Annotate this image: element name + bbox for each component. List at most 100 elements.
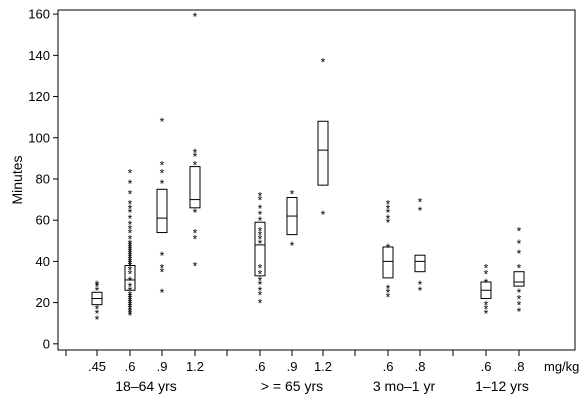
outlier-10-4: * xyxy=(517,262,522,276)
outlier-1-1: * xyxy=(128,307,133,321)
outlier-1-9: * xyxy=(128,290,133,304)
outlier-1-20: * xyxy=(128,251,133,265)
outlier-9-3: * xyxy=(484,276,489,290)
x-tick-label-10: .8 xyxy=(514,359,525,374)
outlier-9-0: * xyxy=(484,307,489,321)
x-tick-label-4: .6 xyxy=(255,359,266,374)
box-7 xyxy=(382,246,394,279)
outlier-1-13: * xyxy=(128,274,133,288)
outlier-5-0: * xyxy=(290,239,295,253)
outlier-0-5: * xyxy=(95,278,100,292)
outlier-7-0: * xyxy=(386,290,391,304)
outlier-7-5: * xyxy=(386,212,391,226)
outlier-1-26: * xyxy=(128,239,133,253)
outlier-1-21: * xyxy=(128,249,133,263)
outlier-3-6: * xyxy=(193,146,198,160)
outlier-9-1: * xyxy=(484,303,489,317)
outlier-9-2: * xyxy=(484,299,489,313)
outlier-7-2: * xyxy=(386,282,391,296)
outlier-4-9: * xyxy=(258,229,263,243)
x-tick-label-1: .6 xyxy=(125,359,136,374)
outlier-7-6: * xyxy=(386,206,391,220)
outlier-1-36: * xyxy=(128,187,133,201)
outlier-8-1: * xyxy=(418,278,423,292)
y-tick-label-8: 160 xyxy=(28,7,50,22)
outlier-8-2: * xyxy=(418,204,423,218)
outlier-4-1: * xyxy=(258,288,263,302)
outlier-3-4: * xyxy=(193,158,198,172)
outlier-10-7: * xyxy=(517,224,522,238)
outlier-4-5: * xyxy=(258,268,263,282)
outlier-2-5: * xyxy=(160,167,165,181)
outlier-1-16: * xyxy=(128,259,133,273)
x-tick-label-3: 1.2 xyxy=(186,359,204,374)
x-tick-label-8: .8 xyxy=(415,359,426,374)
outlier-4-12: * xyxy=(258,208,263,222)
outlier-2-0: * xyxy=(160,286,165,300)
x-tick-label-5: .9 xyxy=(287,359,298,374)
outlier-10-5: * xyxy=(517,247,522,261)
outlier-6-0: * xyxy=(321,208,326,222)
group-label-0: 18–64 yrs xyxy=(115,378,176,394)
outlier-2-4: * xyxy=(160,177,165,191)
outlier-2-3: * xyxy=(160,249,165,263)
outlier-6-1: * xyxy=(321,55,326,69)
outlier-3-7: * xyxy=(193,10,198,24)
outlier-7-1: * xyxy=(386,286,391,300)
outlier-1-11: * xyxy=(128,284,133,298)
outlier-8-0: * xyxy=(418,284,423,298)
outlier-10-1: * xyxy=(517,299,522,313)
outlier-8-3: * xyxy=(418,196,423,210)
x-tick-label-7: .6 xyxy=(383,359,394,374)
outlier-4-2: * xyxy=(258,284,263,298)
outlier-1-28: * xyxy=(128,233,133,247)
x-tick-label-6: 1.2 xyxy=(314,359,332,374)
outlier-7-4: * xyxy=(386,216,391,230)
outlier-1-2: * xyxy=(128,305,133,319)
outlier-9-4: * xyxy=(484,268,489,282)
outlier-5-1: * xyxy=(290,187,295,201)
box-8 xyxy=(414,254,426,273)
outlier-1-33: * xyxy=(128,206,133,220)
outlier-10-3: * xyxy=(517,286,522,300)
y-tick-label-3: 60 xyxy=(36,213,50,228)
y-tick-label-4: 80 xyxy=(36,171,50,186)
outlier-1-12: * xyxy=(128,280,133,294)
y-tick-label-5: 100 xyxy=(28,130,50,145)
group-label-3: 1–12 yrs xyxy=(475,378,529,394)
outlier-0-4: * xyxy=(95,280,100,294)
outlier-4-6: * xyxy=(258,262,263,276)
outlier-3-5: * xyxy=(193,150,198,164)
box-10 xyxy=(513,271,525,287)
y-tick-label-6: 120 xyxy=(28,89,50,104)
outlier-1-3: * xyxy=(128,303,133,317)
outlier-1-10: * xyxy=(128,288,133,302)
outlier-2-2: * xyxy=(160,262,165,276)
outlier-1-5: * xyxy=(128,299,133,313)
box-1 xyxy=(124,265,136,291)
outlier-1-35: * xyxy=(128,198,133,212)
plot-frame xyxy=(57,9,576,351)
outlier-9-5: * xyxy=(484,262,489,276)
outlier-1-19: * xyxy=(128,253,133,267)
box-3 xyxy=(189,166,201,209)
outlier-2-1: * xyxy=(160,266,165,280)
outlier-1-25: * xyxy=(128,241,133,255)
outlier-3-1: * xyxy=(193,233,198,247)
outlier-1-38: * xyxy=(128,167,133,181)
outlier-1-34: * xyxy=(128,202,133,216)
outlier-3-0: * xyxy=(193,259,198,273)
x-tick-label-0: .45 xyxy=(88,359,106,374)
outlier-1-22: * xyxy=(128,247,133,261)
box-6 xyxy=(317,120,329,186)
outlier-4-8: * xyxy=(258,233,263,247)
outlier-0-0: * xyxy=(95,313,100,327)
outlier-1-37: * xyxy=(128,177,133,191)
outlier-1-32: * xyxy=(128,212,133,226)
outlier-1-27: * xyxy=(128,237,133,251)
outlier-1-29: * xyxy=(128,226,133,240)
outlier-4-15: * xyxy=(258,189,263,203)
outlier-7-3: * xyxy=(386,241,391,255)
y-tick-label-0: 0 xyxy=(43,336,50,351)
outlier-1-17: * xyxy=(128,257,133,271)
